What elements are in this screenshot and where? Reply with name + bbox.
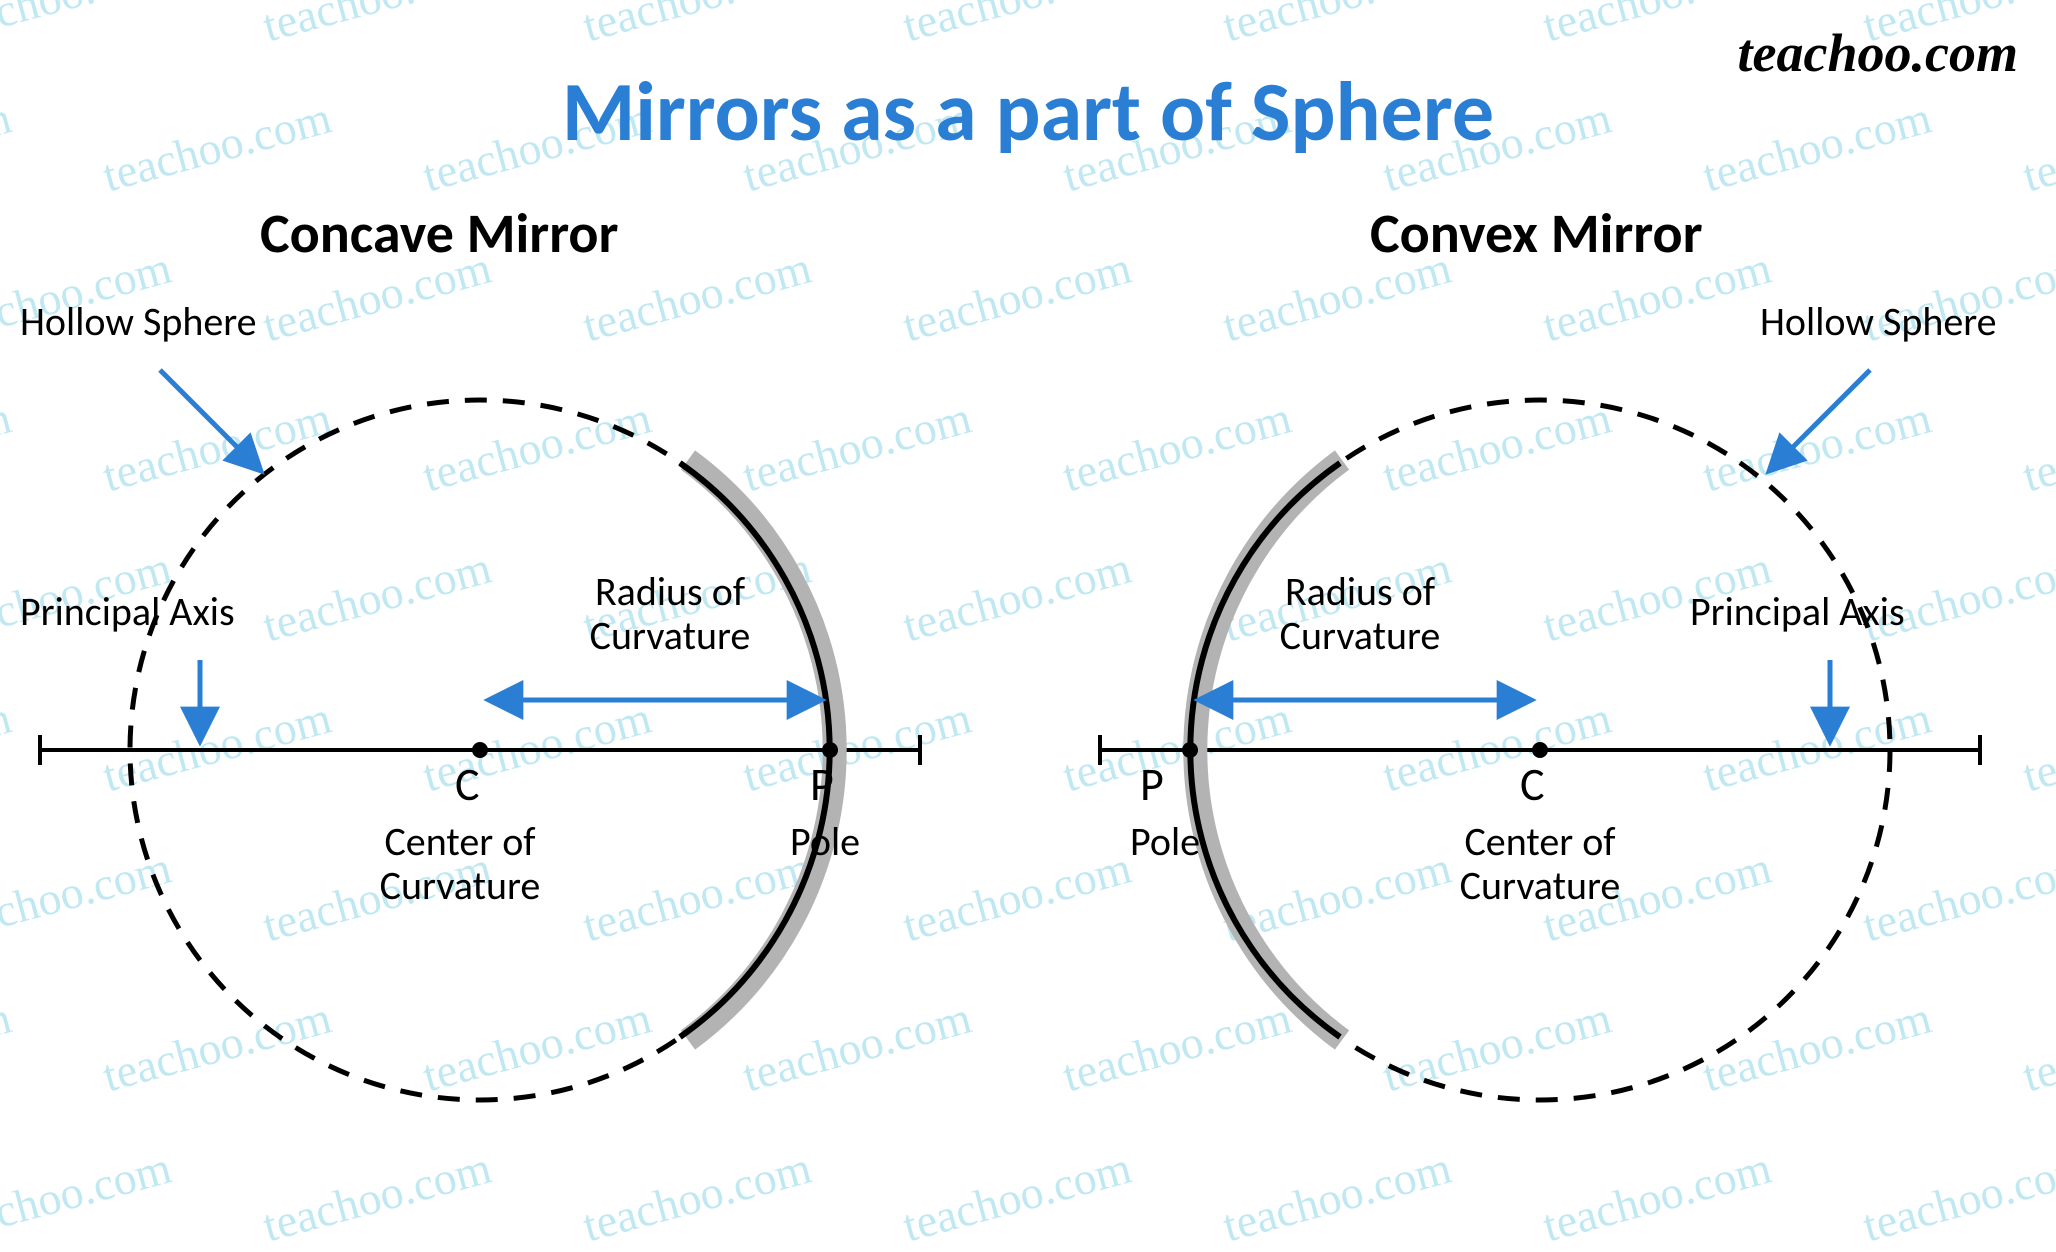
convex-pole-label: Pole bbox=[1130, 820, 1200, 864]
concave-P-label: P bbox=[810, 760, 834, 811]
convex-axis-label: Principal Axis bbox=[1690, 590, 1905, 634]
site-logo: teachoo.com bbox=[1738, 22, 2018, 84]
concave-center-label: Center ofCurvature bbox=[330, 820, 590, 908]
convex-hollow-label: Hollow Sphere bbox=[1760, 300, 1997, 344]
concave-hollow-label: Hollow Sphere bbox=[20, 300, 257, 344]
concave-diagram bbox=[0, 0, 2056, 1140]
convex-subtitle: Convex Mirror bbox=[1370, 200, 1703, 268]
convex-center-point bbox=[1532, 742, 1548, 758]
concave-C-label: C bbox=[455, 760, 480, 811]
convex-C-label: C bbox=[1520, 760, 1545, 811]
concave-hollow-arrow-icon bbox=[160, 370, 260, 470]
concave-center-point bbox=[472, 742, 488, 758]
convex-hollow-arrow-icon bbox=[1770, 370, 1870, 470]
convex-P-label: P bbox=[1140, 760, 1164, 811]
convex-center-label: Center ofCurvature bbox=[1410, 820, 1670, 908]
concave-pole-point bbox=[822, 742, 838, 758]
convex-radius-label: Radius ofCurvature bbox=[1230, 570, 1490, 658]
concave-subtitle: Concave Mirror bbox=[260, 200, 618, 268]
concave-radius-label: Radius ofCurvature bbox=[540, 570, 800, 658]
convex-pole-point bbox=[1182, 742, 1198, 758]
page-title: Mirrors as a part of Sphere bbox=[562, 60, 1494, 163]
concave-pole-label: Pole bbox=[790, 820, 860, 864]
concave-axis-label: Principal Axis bbox=[20, 590, 235, 634]
